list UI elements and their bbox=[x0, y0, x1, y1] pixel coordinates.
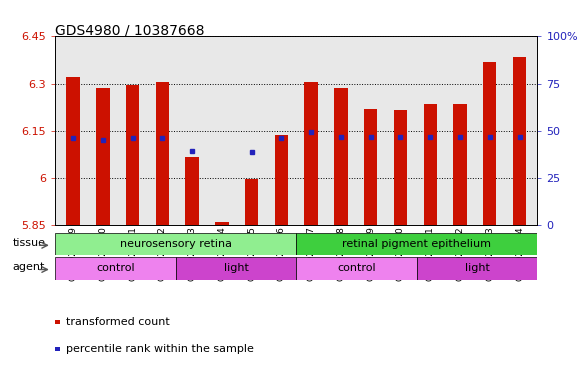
Text: retinal pigment epithelium: retinal pigment epithelium bbox=[342, 239, 492, 249]
Text: transformed count: transformed count bbox=[66, 317, 170, 327]
Text: control: control bbox=[96, 263, 135, 273]
Bar bbox=[126, 85, 139, 225]
Bar bbox=[55, 257, 176, 280]
Text: tissue: tissue bbox=[12, 238, 45, 248]
Bar bbox=[55, 233, 296, 255]
Text: agent: agent bbox=[13, 262, 45, 272]
Text: percentile rank within the sample: percentile rank within the sample bbox=[66, 344, 253, 354]
Bar bbox=[245, 179, 259, 225]
Bar bbox=[513, 57, 526, 225]
Bar bbox=[453, 104, 467, 225]
Bar bbox=[96, 88, 110, 225]
Bar bbox=[156, 82, 169, 225]
Bar bbox=[417, 257, 537, 280]
Bar bbox=[185, 157, 199, 225]
Bar bbox=[275, 135, 288, 225]
Text: control: control bbox=[338, 263, 376, 273]
Bar bbox=[424, 104, 437, 225]
Bar bbox=[334, 88, 347, 225]
Text: GDS4980 / 10387668: GDS4980 / 10387668 bbox=[55, 23, 205, 37]
Bar bbox=[296, 257, 417, 280]
Bar bbox=[304, 82, 318, 225]
Text: neurosensory retina: neurosensory retina bbox=[120, 239, 232, 249]
Bar bbox=[394, 110, 407, 225]
Bar bbox=[364, 109, 378, 225]
Text: light: light bbox=[224, 263, 249, 273]
Bar bbox=[483, 61, 497, 225]
Bar bbox=[66, 77, 80, 225]
Bar bbox=[176, 257, 296, 280]
Text: light: light bbox=[465, 263, 490, 273]
Bar bbox=[296, 233, 537, 255]
Bar bbox=[215, 222, 228, 225]
